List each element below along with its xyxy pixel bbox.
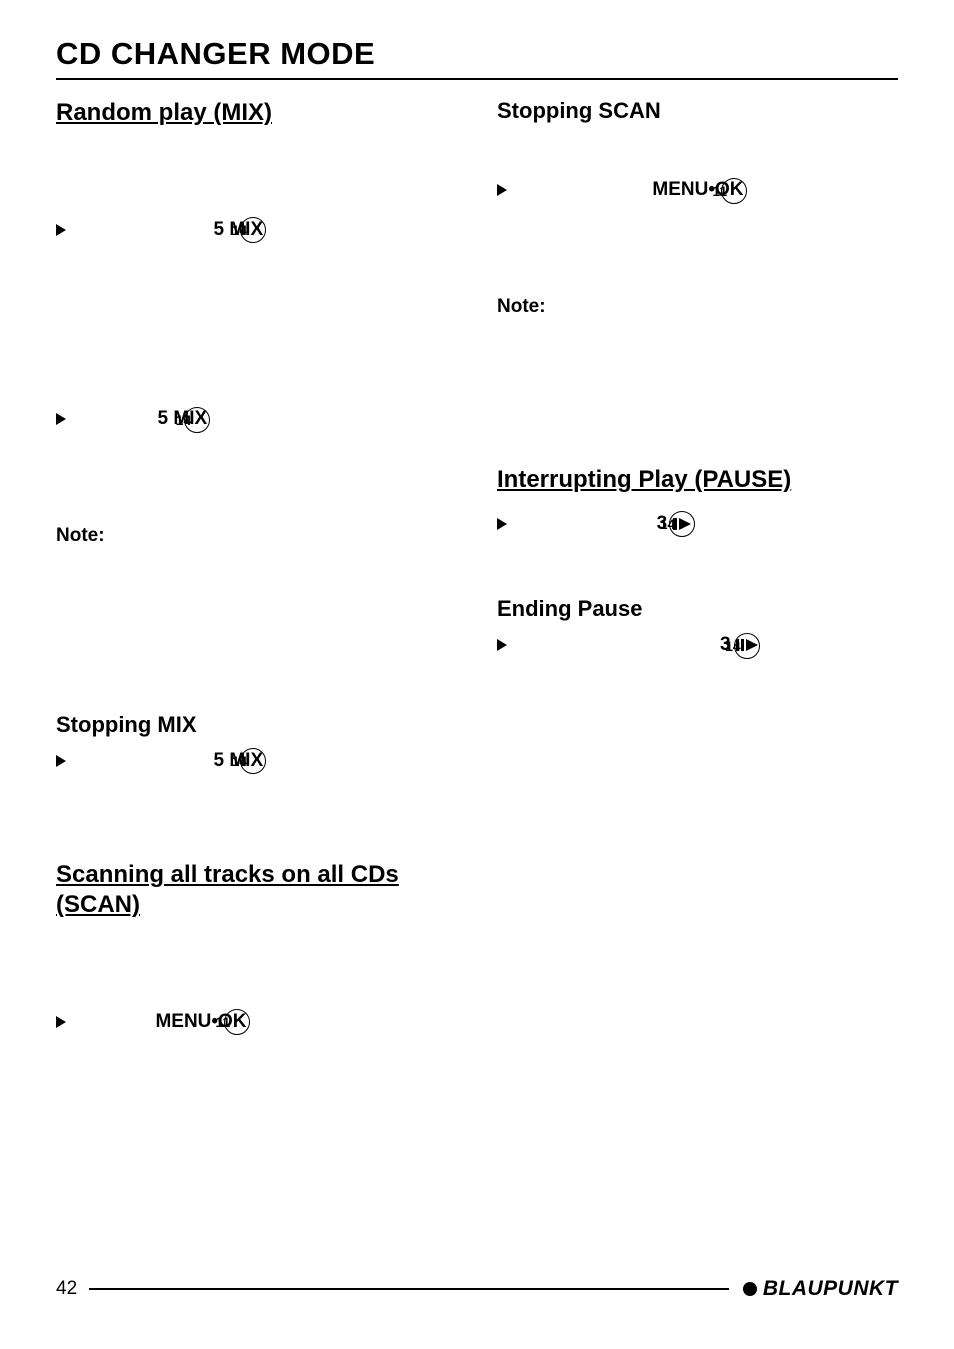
page-footer: 42 BLAUPUNKT (56, 1277, 898, 1301)
content-columns: Random play (MIX) You can play the track… (56, 98, 898, 1153)
brand-dot-icon (743, 1282, 757, 1296)
heading-scan: Scanning all tracks on all CDs (SCAN) (56, 860, 457, 920)
bullet-icon (497, 518, 507, 530)
mix-step-1: Briefly press the 5 MIX 14 button. (56, 215, 457, 245)
bullet-icon (56, 413, 66, 425)
heading-ending-pause: Ending Pause (497, 596, 898, 622)
footer-rule (89, 1288, 729, 1290)
scan-intro: To briefly play all tracks on all insert… (56, 934, 457, 993)
mix-result-2: "MIX ALL" briefly appears in the display… (56, 448, 457, 507)
bullet-icon (497, 639, 507, 651)
stopscan-step: briefly press the MENU•OK 11 button. (497, 175, 898, 205)
heading-random-play: Random play (MIX) (56, 98, 457, 128)
mix-result-1: "MIX CD" briefly appears in the display.… (56, 259, 457, 318)
page: CD CHANGER MODE Random play (MIX) You ca… (0, 0, 954, 1349)
scan-step: press the MENU•OK 11 button for longer t… (56, 1007, 457, 1066)
mix-step-2: Press the 5 MIX 14 button again. (56, 404, 457, 434)
stopscan-intro: To stop scanning, (497, 132, 898, 161)
stopscan-note: Note: You can set the scan time. To find… (497, 292, 898, 439)
pause-step: Press the button 3 14. (497, 509, 898, 539)
bullet-icon (56, 224, 66, 236)
bullet-icon (56, 1016, 66, 1028)
stopscan-result: The currently scanned track will then co… (497, 219, 898, 278)
brand-text: BLAUPUNKT (763, 1277, 898, 1301)
pause-result: "PAUSE" appears in the display. (497, 553, 898, 582)
page-title: CD CHANGER MODE (56, 36, 898, 80)
brand-logo: BLAUPUNKT (743, 1277, 898, 1301)
column-left: Random play (MIX) You can play the track… (56, 98, 457, 1153)
end-pause-step: During the pause, press 3 14. (497, 630, 898, 660)
heading-pause: Interrupting Play (PAUSE) (497, 465, 898, 495)
mix-intro-1: You can play the tracks on the current C… (56, 142, 457, 201)
mix-note: Note: For the CDC A 08 and IDC A 09, all… (56, 521, 457, 698)
heading-stopping-mix: Stopping MIX (56, 712, 457, 738)
stop-mix-step: Briefly press the 5 MIX 14 button repeat… (56, 746, 457, 835)
bullet-icon (497, 184, 507, 196)
column-right: Stopping SCAN To stop scanning, briefly … (497, 98, 898, 1153)
scan-result: "SCAN" appears in the display alongside … (56, 1080, 457, 1139)
bullet-icon (56, 755, 66, 767)
end-pause-result: Play is resumed. (497, 674, 898, 703)
page-number: 42 (56, 1278, 77, 1300)
heading-stopping-scan: Stopping SCAN (497, 98, 898, 124)
mix-intro-2: You can play the tracks on all inserted … (56, 331, 457, 390)
